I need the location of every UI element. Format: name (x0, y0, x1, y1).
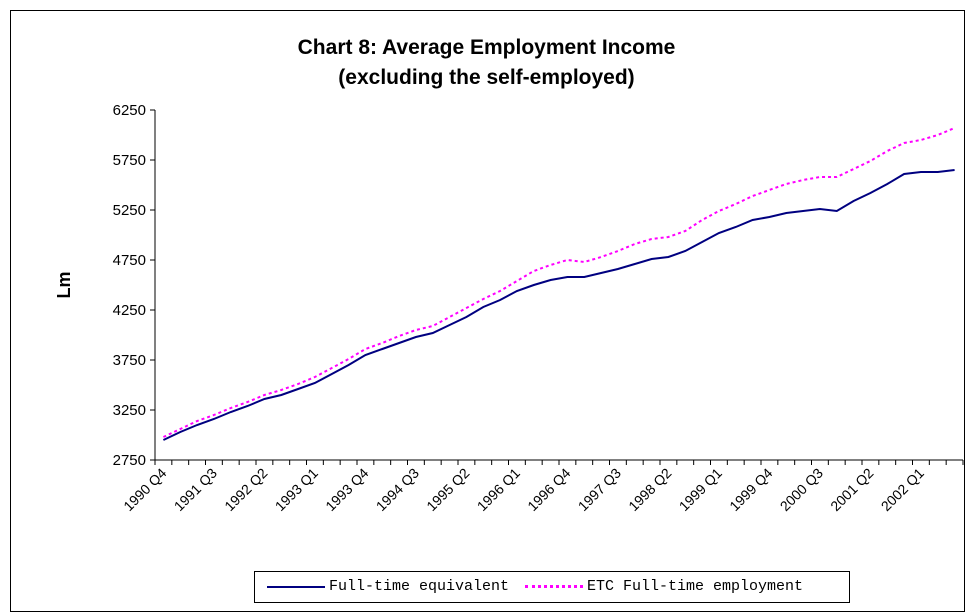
y-axis-title: Lm (54, 272, 74, 299)
legend-item-etc-full-time-employment: ETC Full-time employment (525, 578, 803, 595)
x-tick-label: 1999 Q4 (726, 465, 775, 514)
x-tick-label: 1991 Q3 (171, 465, 220, 514)
y-tick-label: 4250 (113, 302, 146, 319)
x-tick-label: 1993 Q1 (272, 465, 321, 514)
x-tick-label: 2001 Q2 (827, 465, 876, 514)
y-tick-label: 3750 (113, 352, 146, 369)
legend-swatch-dotted (525, 585, 583, 588)
y-tick-label: 3250 (113, 402, 146, 419)
y-tick-label: 6250 (113, 102, 146, 119)
x-tick-label: 1990 Q4 (120, 465, 169, 514)
y-tick-label: 5250 (113, 202, 146, 219)
x-tick-label: 1996 Q4 (524, 465, 573, 514)
series-line-0 (162, 169, 955, 441)
legend-swatch-solid (267, 585, 325, 588)
chart-title: Chart 8: Average Employment Income (297, 36, 676, 59)
legend: Full-time equivalent ETC Full-time emplo… (254, 571, 850, 603)
x-tick-label: 1995 Q2 (423, 465, 472, 514)
series-line-1 (162, 127, 955, 438)
chart-frame (10, 10, 965, 612)
x-tick-label: 2000 Q3 (777, 465, 826, 514)
x-tick-label: 1999 Q1 (676, 465, 725, 514)
y-tick-label: 5750 (113, 152, 146, 169)
x-tick-label: 1994 Q3 (373, 465, 422, 514)
y-tick-label: 2750 (113, 452, 146, 469)
x-tick-label: 1996 Q1 (474, 465, 523, 514)
x-tick-label: 1997 Q3 (575, 465, 624, 514)
x-tick-label: 1992 Q2 (221, 465, 270, 514)
x-tick-label: 2002 Q1 (878, 465, 927, 514)
legend-label: ETC Full-time employment (587, 578, 804, 595)
chart-subtitle: (excluding the self-employed) (338, 66, 635, 89)
y-tick-label: 4750 (113, 252, 146, 269)
x-tick-label: 1998 Q2 (625, 465, 674, 514)
legend-item-full-time-equivalent: Full-time equivalent (267, 578, 509, 595)
x-tick-label: 1993 Q4 (322, 465, 371, 514)
legend-label: Full-time equivalent (329, 578, 510, 595)
